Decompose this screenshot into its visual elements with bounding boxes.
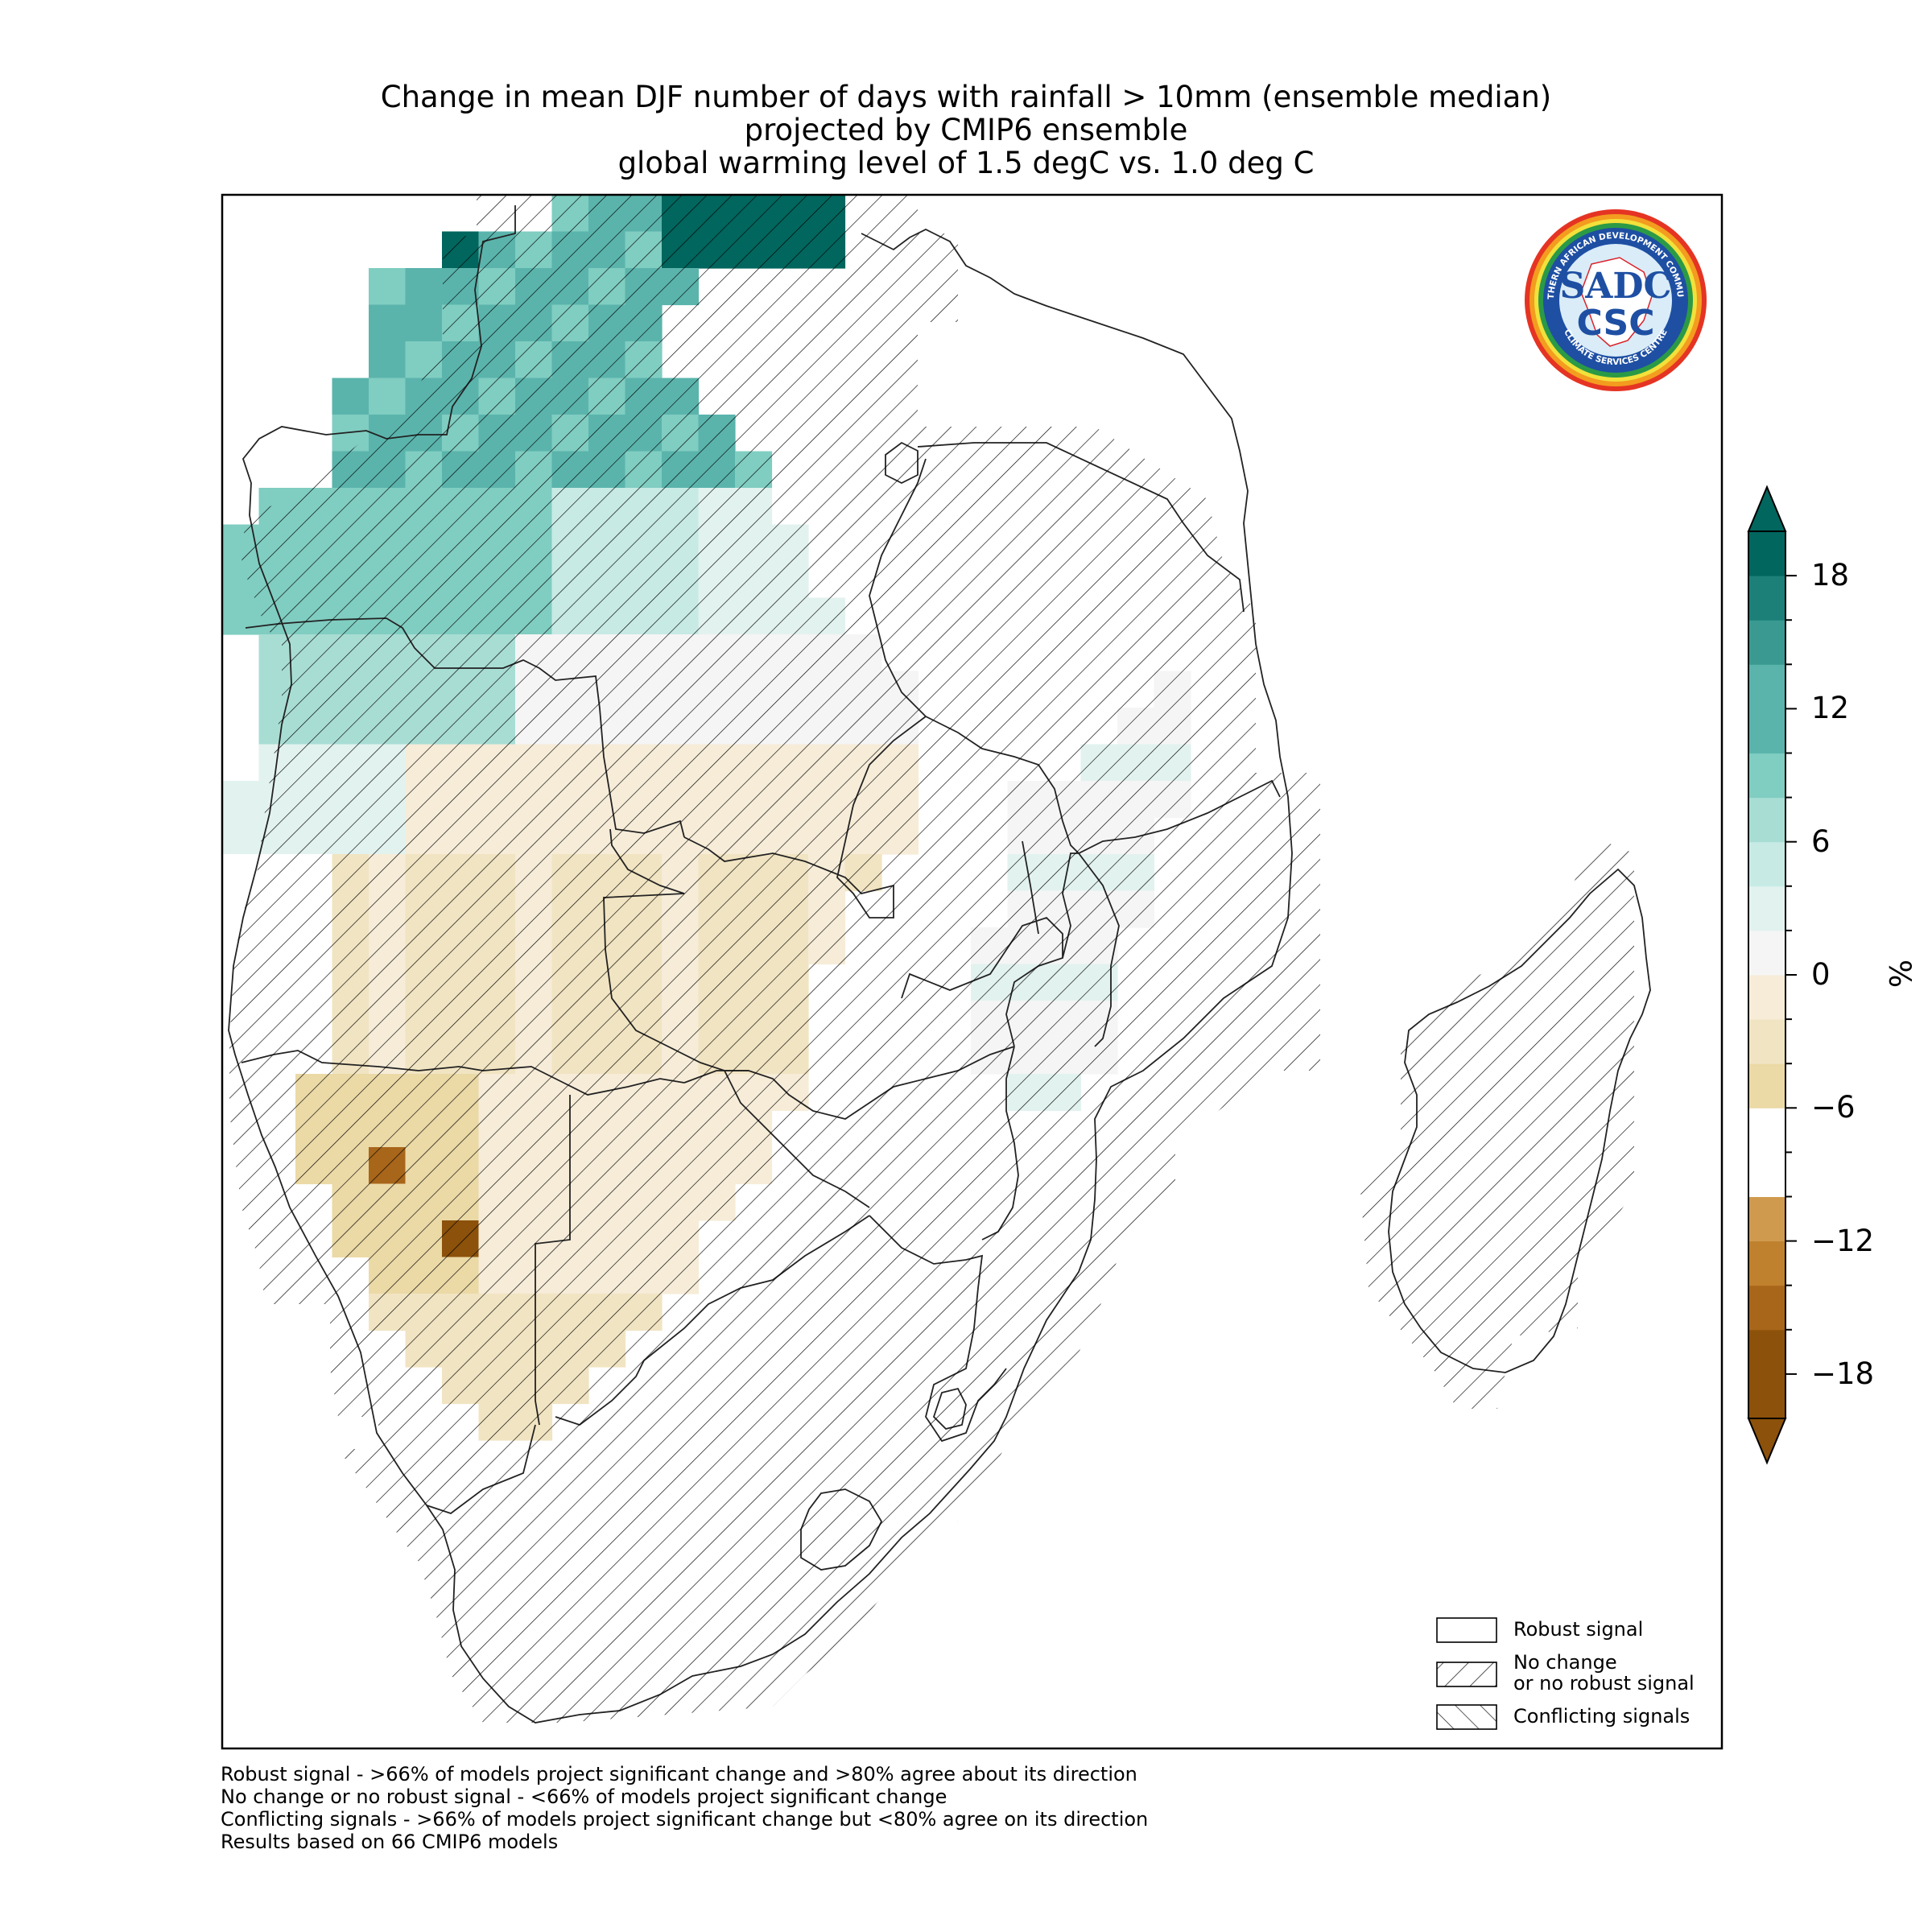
footnote-2: No change or no robust signal - <66% of … [221, 1785, 947, 1808]
colorbar-bin [1748, 664, 1785, 709]
grid-cell [405, 304, 443, 342]
colorbar-bin [1748, 1108, 1785, 1153]
grid-cell [405, 268, 443, 306]
legend-label-no-change-2: or no robust signal [1513, 1672, 1695, 1695]
grid-cell [369, 341, 407, 379]
title-line-2: projected by CMIP6 ensemble [744, 113, 1188, 147]
colorbar-bin [1748, 1152, 1785, 1197]
grid-cell [332, 378, 369, 415]
footnote-4: Results based on 66 CMIP6 models [221, 1831, 559, 1853]
hatched-region-madagascar [1360, 837, 1634, 1409]
colorbar-bin [1748, 1196, 1785, 1242]
colorbar-bin [1748, 1285, 1785, 1331]
colorbar-bin [1748, 930, 1785, 976]
colorbar-tick-label: 6 [1811, 824, 1831, 859]
colorbar-bin [1748, 531, 1785, 576]
grid-cell [369, 268, 407, 306]
logo-monogram-1: SADC [1559, 266, 1671, 307]
no-change-hatching [229, 195, 1634, 1723]
grid-cell [222, 597, 260, 635]
footnote-3: Conflicting signals - >66% of models pro… [221, 1808, 1149, 1831]
colorbar-bin [1748, 753, 1785, 799]
logo-monogram-2: CSC [1576, 303, 1654, 344]
colorbar-bin [1748, 576, 1785, 621]
hatched-region-mainland [229, 195, 1320, 1723]
hatch-legend [1436, 1617, 1497, 1730]
colorbar-extend-min [1747, 1418, 1787, 1465]
grid-cell [369, 304, 407, 342]
legend-swatch-no-change [1436, 1662, 1497, 1687]
colorbar-unit: % [1884, 959, 1919, 989]
colorbar-bin [1748, 797, 1785, 843]
legend-swatch-conflicting [1436, 1704, 1497, 1730]
grid-cell [222, 781, 260, 819]
colorbar-tick-label: 18 [1811, 558, 1850, 593]
legend-swatch-robust [1436, 1617, 1497, 1643]
legend-label-robust: Robust signal [1513, 1618, 1644, 1641]
colorbar-bin [1748, 1373, 1785, 1419]
map-area [222, 195, 1651, 1724]
title-line-3: global warming level of 1.5 degC vs. 1.0… [617, 146, 1315, 180]
grid-cell [222, 817, 260, 855]
colorbar-extend-max [1747, 485, 1787, 532]
map-border [221, 193, 1724, 1750]
legend-label-conflicting: Conflicting signals [1513, 1705, 1690, 1728]
footnote-1: Robust signal - >66% of models project s… [221, 1763, 1137, 1785]
sadc-csc-logo: SADC CSC SOUTHERN AFRICAN DEVELOPMENT CO… [1523, 208, 1707, 391]
colorbar-bin [1748, 975, 1785, 1020]
colorbar-tick-label: −12 [1811, 1223, 1875, 1258]
colorbar-bin [1748, 1063, 1785, 1108]
colorbar-bin [1748, 841, 1785, 887]
colorbar-bin [1748, 620, 1785, 665]
colorbar-tick-label: −6 [1811, 1090, 1856, 1125]
colorbar-bin [1748, 886, 1785, 931]
colorbar-tick-label: 12 [1811, 691, 1850, 726]
colorbar-bin [1748, 1019, 1785, 1064]
colorbar-bin [1748, 708, 1785, 753]
title-line-1: Change in mean DJF number of days with r… [380, 80, 1552, 114]
colorbar-bin [1748, 1241, 1785, 1286]
colorbar-tick-label: −18 [1811, 1356, 1875, 1391]
colorbar [1747, 485, 1797, 1465]
colorbar-bin [1748, 1329, 1785, 1375]
legend-label-no-change-1: No change [1513, 1651, 1617, 1674]
colorbar-tick-label: 0 [1811, 957, 1831, 992]
